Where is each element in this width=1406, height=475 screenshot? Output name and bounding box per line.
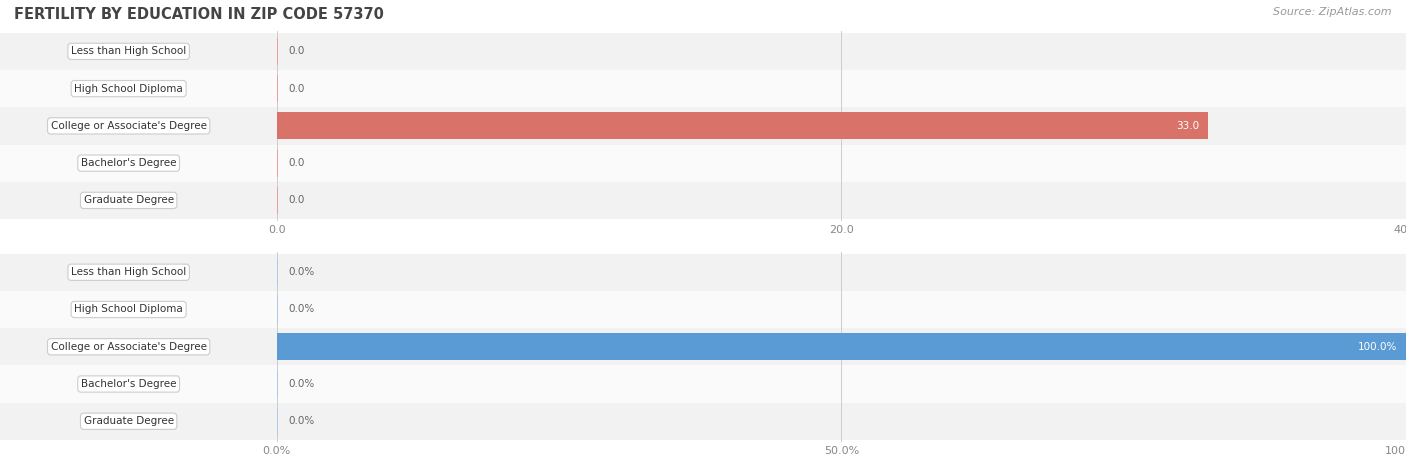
Text: 0.0: 0.0 (288, 84, 304, 94)
Text: College or Associate's Degree: College or Associate's Degree (51, 121, 207, 131)
Bar (0, 33, 1406, 70)
Bar (0, 144, 1406, 182)
Text: Bachelor's Degree: Bachelor's Degree (82, 379, 176, 389)
Bar (0, 107, 1406, 144)
Text: 0.0: 0.0 (288, 158, 304, 168)
Bar (0, 291, 1406, 328)
Text: 0.0%: 0.0% (288, 304, 314, 314)
Text: College or Associate's Degree: College or Associate's Degree (51, 342, 207, 352)
Bar (0, 365, 1406, 403)
Text: FERTILITY BY EDUCATION IN ZIP CODE 57370: FERTILITY BY EDUCATION IN ZIP CODE 57370 (14, 7, 384, 22)
Text: Less than High School: Less than High School (72, 47, 186, 57)
Text: 0.0%: 0.0% (288, 267, 314, 277)
Text: 33.0: 33.0 (1177, 121, 1199, 131)
Text: 100.0%: 100.0% (1358, 342, 1398, 352)
Text: 0.0: 0.0 (288, 195, 304, 205)
Text: Graduate Degree: Graduate Degree (83, 195, 174, 205)
Text: 0.0%: 0.0% (288, 379, 314, 389)
Bar (0, 254, 1406, 291)
Bar (0, 328, 1406, 365)
Text: Bachelor's Degree: Bachelor's Degree (82, 158, 176, 168)
Text: High School Diploma: High School Diploma (75, 84, 183, 94)
Bar (277, 333, 1406, 360)
Text: Less than High School: Less than High School (72, 267, 186, 277)
Text: Graduate Degree: Graduate Degree (83, 416, 174, 426)
Bar (0, 182, 1406, 219)
Text: High School Diploma: High School Diploma (75, 304, 183, 314)
Bar (0, 70, 1406, 107)
Bar (277, 113, 1208, 139)
Text: 0.0%: 0.0% (288, 416, 314, 426)
Text: 0.0: 0.0 (288, 47, 304, 57)
Bar (0, 403, 1406, 440)
Text: Source: ZipAtlas.com: Source: ZipAtlas.com (1274, 7, 1392, 17)
